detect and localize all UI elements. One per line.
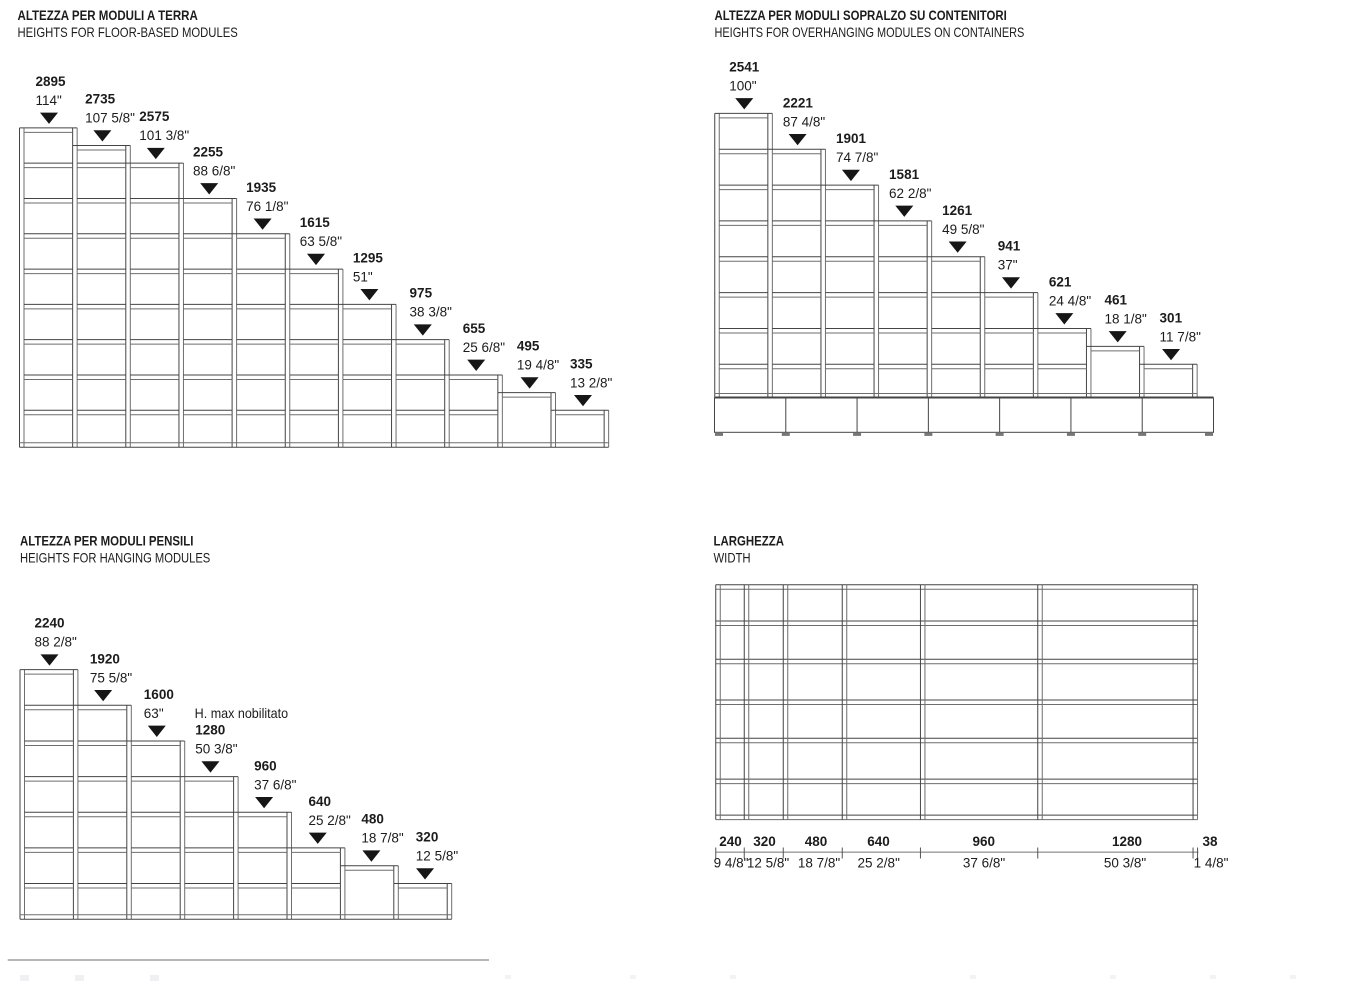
svg-text:13 2/8": 13 2/8"	[570, 375, 613, 390]
svg-text:38 3/8": 38 3/8"	[410, 305, 453, 320]
svg-text:12 5/8": 12 5/8"	[416, 849, 459, 864]
svg-text:320: 320	[416, 830, 439, 845]
svg-text:320: 320	[753, 834, 776, 849]
svg-text:HEIGHTS FOR FLOOR-BASED MODULE: HEIGHTS FOR FLOOR-BASED MODULES	[17, 25, 237, 40]
svg-text:62 2/8": 62 2/8"	[889, 186, 932, 201]
svg-text:18 1/8": 18 1/8"	[1104, 311, 1147, 326]
svg-text:ALTEZZA PER MODULI A TERRA: ALTEZZA PER MODULI A TERRA	[17, 8, 197, 23]
svg-text:2575: 2575	[139, 109, 170, 124]
svg-text:1920: 1920	[90, 651, 120, 666]
svg-text:ALTEZZA PER MODULI PENSILI: ALTEZZA PER MODULI PENSILI	[20, 534, 193, 549]
svg-text:63 5/8": 63 5/8"	[300, 234, 343, 249]
svg-text:38: 38	[1202, 834, 1218, 849]
svg-text:H. max nobilitato: H. max nobilitato	[195, 706, 288, 722]
svg-text:18 7/8": 18 7/8"	[361, 831, 404, 846]
svg-text:75 5/8": 75 5/8"	[90, 670, 133, 685]
svg-text:HEIGHTS FOR OVERHANGING MODULE: HEIGHTS FOR OVERHANGING MODULES ON CONTA…	[715, 25, 1025, 40]
svg-text:1280: 1280	[195, 723, 225, 738]
svg-text:461: 461	[1104, 292, 1127, 307]
svg-text:9 4/8": 9 4/8"	[714, 856, 749, 871]
svg-text:1901: 1901	[836, 131, 867, 146]
svg-text:11 7/8": 11 7/8"	[1160, 329, 1202, 344]
svg-text:ALTEZZA PER MODULI SOPRALZO SU: ALTEZZA PER MODULI SOPRALZO SU CONTENITO…	[714, 8, 1006, 23]
svg-text:495: 495	[517, 339, 540, 354]
svg-text:960: 960	[973, 834, 996, 849]
svg-text:1935: 1935	[246, 180, 277, 195]
svg-text:19 4/8": 19 4/8"	[517, 358, 560, 373]
svg-text:335: 335	[570, 356, 593, 371]
svg-text:88 6/8": 88 6/8"	[193, 163, 236, 178]
svg-text:HEIGHTS FOR HANGING MODULES: HEIGHTS FOR HANGING MODULES	[20, 551, 210, 566]
svg-text:1615: 1615	[300, 215, 331, 230]
svg-text:25 2/8": 25 2/8"	[309, 813, 352, 828]
svg-text:49 5/8": 49 5/8"	[942, 222, 985, 237]
svg-text:975: 975	[410, 286, 433, 301]
svg-text:640: 640	[867, 834, 890, 849]
svg-text:1261: 1261	[942, 203, 973, 218]
svg-text:621: 621	[1049, 274, 1072, 289]
svg-text:2541: 2541	[729, 59, 760, 74]
svg-text:2255: 2255	[193, 144, 224, 159]
svg-text:301: 301	[1160, 310, 1183, 325]
svg-text:2735: 2735	[85, 92, 116, 107]
svg-text:655: 655	[463, 321, 486, 336]
svg-text:1295: 1295	[353, 250, 384, 265]
svg-text:76 1/8": 76 1/8"	[246, 199, 289, 214]
svg-text:114": 114"	[36, 93, 63, 108]
svg-text:480: 480	[805, 834, 828, 849]
svg-text:640: 640	[309, 794, 332, 809]
svg-text:63": 63"	[144, 706, 164, 721]
svg-text:51": 51"	[353, 269, 373, 284]
svg-text:2895: 2895	[36, 74, 67, 89]
svg-text:50 3/8": 50 3/8"	[195, 742, 238, 757]
svg-text:2240: 2240	[35, 616, 65, 631]
svg-text:25 6/8": 25 6/8"	[463, 340, 506, 355]
svg-text:960: 960	[254, 758, 277, 773]
svg-text:480: 480	[361, 812, 384, 827]
svg-text:2221: 2221	[783, 95, 814, 110]
svg-text:88 2/8": 88 2/8"	[35, 635, 78, 650]
svg-text:240: 240	[719, 834, 742, 849]
svg-text:LARGHEZZA: LARGHEZZA	[713, 534, 784, 549]
svg-text:12 5/8": 12 5/8"	[747, 856, 790, 871]
svg-text:74 7/8": 74 7/8"	[836, 150, 879, 165]
svg-text:101 3/8": 101 3/8"	[139, 128, 189, 143]
svg-text:87 4/8": 87 4/8"	[783, 114, 826, 129]
svg-text:107 5/8": 107 5/8"	[85, 111, 135, 126]
svg-text:24 4/8": 24 4/8"	[1049, 293, 1092, 308]
svg-text:WIDTH: WIDTH	[713, 551, 750, 566]
svg-text:50 3/8": 50 3/8"	[1104, 856, 1147, 871]
svg-text:941: 941	[998, 239, 1021, 254]
svg-text:37": 37"	[998, 258, 1018, 273]
svg-text:1600: 1600	[144, 687, 174, 702]
svg-text:37 6/8": 37 6/8"	[963, 856, 1006, 871]
svg-text:100": 100"	[729, 78, 757, 93]
svg-text:18 7/8": 18 7/8"	[798, 856, 841, 871]
svg-text:25 2/8": 25 2/8"	[858, 856, 901, 871]
svg-text:1280: 1280	[1112, 834, 1142, 849]
svg-text:1 4/8": 1 4/8"	[1194, 856, 1229, 871]
svg-text:1581: 1581	[889, 167, 920, 182]
svg-text:37 6/8": 37 6/8"	[254, 777, 297, 792]
